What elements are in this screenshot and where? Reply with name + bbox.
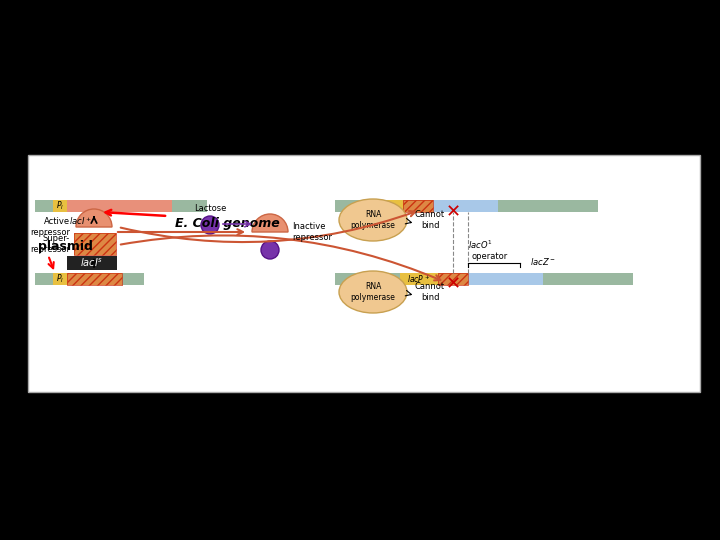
Text: $lacZ^-$: $lacZ^-$: [530, 256, 556, 267]
Bar: [400, 273, 438, 285]
Bar: [468, 273, 543, 285]
Wedge shape: [76, 209, 112, 227]
Bar: [74, 233, 116, 255]
Text: operator: operator: [472, 252, 508, 261]
Text: Super-
repressor: Super- repressor: [30, 234, 70, 254]
Text: $P_I$: $P_I$: [56, 200, 64, 212]
Bar: [67, 256, 117, 270]
Bar: [438, 273, 468, 285]
Text: $lacP^+$: $lacP^+$: [408, 273, 431, 285]
Text: plasmid: plasmid: [38, 240, 93, 253]
Text: RNA
polymerase: RNA polymerase: [351, 282, 395, 302]
Text: $lacO^1$: $lacO^1$: [468, 239, 492, 251]
Wedge shape: [252, 214, 288, 232]
Text: ✕: ✕: [446, 275, 461, 293]
Bar: [67, 273, 122, 285]
Bar: [35, 273, 53, 285]
Circle shape: [261, 241, 279, 259]
Bar: [375, 200, 403, 212]
Bar: [122, 273, 144, 285]
Bar: [28, 155, 700, 392]
Bar: [67, 273, 122, 285]
Bar: [35, 200, 53, 212]
Bar: [335, 273, 400, 285]
Text: Lactose: Lactose: [194, 204, 226, 213]
Bar: [403, 200, 433, 212]
Bar: [53, 200, 67, 212]
Bar: [498, 200, 598, 212]
Bar: [172, 200, 207, 212]
Bar: [403, 200, 433, 212]
Text: ✕: ✕: [446, 203, 461, 221]
Text: $lacI^s$: $lacI^s$: [81, 257, 104, 269]
Bar: [53, 273, 67, 285]
Text: E. Coli genome: E. Coli genome: [175, 217, 280, 230]
Text: RNA
polymerase: RNA polymerase: [351, 210, 395, 230]
Bar: [335, 200, 375, 212]
Text: Inactive
repressor: Inactive repressor: [292, 222, 332, 242]
Ellipse shape: [339, 271, 407, 313]
Bar: [74, 233, 116, 255]
Text: Active
repressor: Active repressor: [30, 217, 70, 237]
Bar: [543, 273, 633, 285]
Text: Cannot
bind: Cannot bind: [415, 210, 445, 230]
Bar: [67, 200, 172, 212]
Circle shape: [201, 216, 219, 234]
Bar: [433, 200, 498, 212]
Ellipse shape: [339, 199, 407, 241]
Text: Cannot
bind: Cannot bind: [415, 282, 445, 302]
Bar: [438, 273, 468, 285]
Text: $lacI^+$: $lacI^+$: [68, 215, 91, 227]
Text: $P_I$: $P_I$: [56, 273, 64, 285]
